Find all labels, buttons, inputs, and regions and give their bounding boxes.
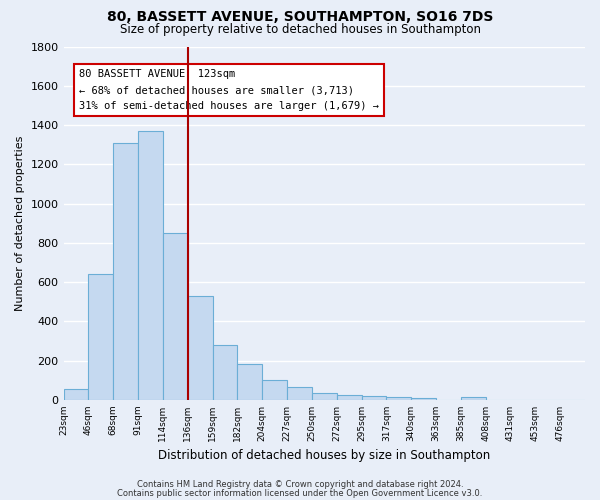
Text: 80, BASSETT AVENUE, SOUTHAMPTON, SO16 7DS: 80, BASSETT AVENUE, SOUTHAMPTON, SO16 7D… [107,10,493,24]
Bar [386,397,411,400]
Bar [88,274,113,400]
Bar [138,131,163,400]
Text: Size of property relative to detached houses in Southampton: Size of property relative to detached ho… [119,22,481,36]
Bar [461,397,485,400]
Bar [337,395,362,400]
Bar [64,389,88,400]
Bar [411,398,436,400]
Bar [312,393,337,400]
Bar [362,396,386,400]
Text: Contains HM Land Registry data © Crown copyright and database right 2024.: Contains HM Land Registry data © Crown c… [137,480,463,489]
Bar [262,380,287,400]
Text: 80 BASSETT AVENUE: 123sqm
← 68% of detached houses are smaller (3,713)
31% of se: 80 BASSETT AVENUE: 123sqm ← 68% of detac… [79,70,379,110]
Text: Contains public sector information licensed under the Open Government Licence v3: Contains public sector information licen… [118,488,482,498]
Bar [212,346,238,400]
Bar [287,387,312,400]
Y-axis label: Number of detached properties: Number of detached properties [15,136,25,311]
Bar [238,364,262,400]
X-axis label: Distribution of detached houses by size in Southampton: Distribution of detached houses by size … [158,450,490,462]
Bar [188,296,212,400]
Bar [163,233,188,400]
Bar [113,142,138,400]
